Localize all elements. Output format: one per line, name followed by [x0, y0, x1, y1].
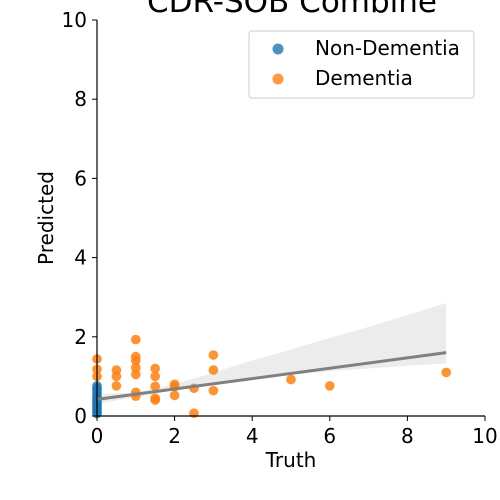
x-tick-label: 10 — [472, 424, 497, 448]
data-point-dementia — [150, 363, 160, 374]
plot-area — [92, 303, 452, 419]
x-axis-ticks: 0 2 4 6 8 10 — [91, 416, 498, 448]
data-point-dementia — [150, 371, 160, 382]
data-point-dementia — [208, 350, 219, 360]
confidence-band — [97, 303, 447, 405]
data-point-dementia — [169, 390, 180, 401]
legend-marker-dementia — [272, 73, 284, 85]
x-tick-label: 6 — [323, 424, 336, 448]
legend-box — [248, 30, 475, 99]
x-tick-label: 2 — [168, 424, 181, 448]
data-point-dementia — [111, 381, 122, 391]
y-tick-label: 10 — [62, 8, 87, 32]
data-point-dementia — [131, 362, 141, 373]
x-tick-label: 8 — [401, 424, 414, 448]
x-axis-label: Truth — [265, 448, 317, 472]
data-point-dementia — [325, 381, 335, 391]
y-axis-label: Predicted — [34, 171, 58, 265]
legend-label-non-dementia: Non-Dementia — [315, 36, 460, 60]
x-tick-label: 4 — [246, 424, 259, 448]
data-point-dementia — [150, 381, 160, 392]
y-tick-label: 4 — [74, 246, 87, 270]
data-point-dementia — [441, 367, 452, 378]
data-point-dementia — [286, 374, 296, 385]
chart-title: CDR-SOB Combine — [147, 0, 437, 20]
y-tick-label: 2 — [74, 325, 87, 349]
data-point-dementia — [131, 334, 141, 345]
legend: Non-Dementia Dementia — [248, 30, 475, 99]
legend-label-dementia: Dementia — [315, 66, 413, 90]
y-tick-label: 0 — [74, 404, 87, 428]
data-point-dementia — [150, 395, 160, 405]
x-tick-label: 0 — [91, 424, 104, 448]
legend-marker-non-dementia — [272, 43, 284, 55]
data-point-dementia — [111, 371, 122, 382]
y-axis-ticks: 0 2 4 6 8 10 — [62, 8, 97, 428]
regression-line — [96, 351, 447, 401]
data-point-dementia — [131, 369, 141, 380]
data-point-dementia — [208, 385, 219, 396]
y-tick-label: 8 — [74, 87, 87, 111]
data-point-dementia — [131, 355, 141, 366]
data-point-dementia — [208, 365, 219, 375]
y-tick-label: 6 — [74, 166, 87, 190]
